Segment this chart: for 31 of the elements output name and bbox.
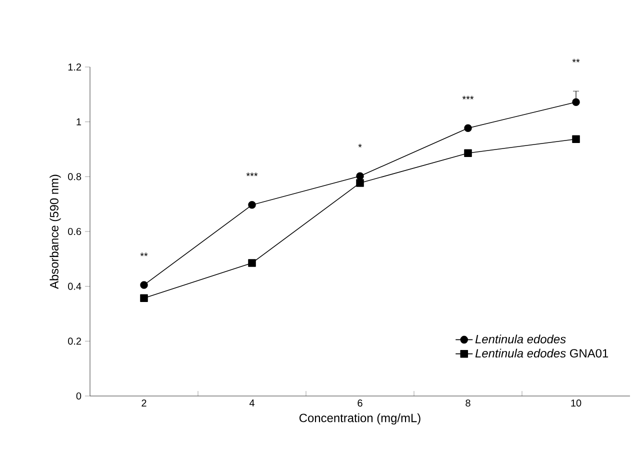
point (140, 294, 148, 302)
y-tick-label: 0.8 (68, 173, 82, 180)
annotation: * (358, 144, 362, 148)
point (572, 135, 580, 143)
annotation: *** (462, 96, 474, 100)
x-tick-label: 6 (358, 400, 362, 407)
y-tick-label: 1.2 (68, 64, 82, 70)
point (572, 98, 580, 106)
text: ** (572, 58, 580, 62)
point (248, 259, 256, 267)
point (464, 124, 472, 132)
point (356, 172, 364, 180)
point (464, 149, 472, 157)
point (140, 281, 148, 289)
legend-label: Lentinula edodes (475, 334, 566, 344)
annotation: *** (246, 172, 258, 176)
x-tick-label: 2 (142, 400, 146, 406)
y-tick-label: 0.6 (68, 228, 82, 236)
x-tick-label: 4 (249, 400, 254, 406)
y-tick-label: 0.2 (68, 338, 82, 345)
y-tick-label: 0.4 (68, 282, 82, 290)
point (356, 179, 364, 187)
legend-label: Lentinula edodes GNA01 (475, 348, 608, 358)
annotation: ** (140, 252, 148, 256)
point (248, 201, 256, 209)
y-tick-label: 0 (76, 392, 82, 400)
y-axis-title: Absorbance (590 nm) (50, 174, 61, 289)
x-tick-label: 8 (466, 400, 470, 407)
x-tick-label: 10 (571, 400, 582, 407)
y-tick-label: 1 (76, 118, 82, 126)
x-axis-title: Concentration (mg/mL) (299, 413, 420, 425)
